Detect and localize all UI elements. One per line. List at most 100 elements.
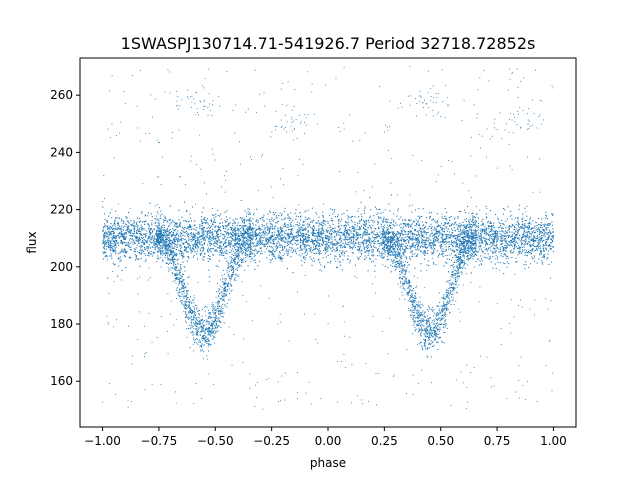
data-point bbox=[522, 235, 524, 237]
data-point bbox=[532, 238, 534, 240]
data-point bbox=[281, 249, 283, 251]
data-point bbox=[217, 238, 220, 240]
data-point bbox=[376, 240, 379, 242]
data-point bbox=[161, 229, 163, 231]
data-point bbox=[479, 243, 481, 245]
data-point bbox=[166, 244, 168, 246]
data-point bbox=[408, 264, 410, 266]
data-point bbox=[326, 230, 329, 232]
data-point bbox=[452, 246, 454, 248]
data-point bbox=[219, 248, 221, 250]
data-point bbox=[215, 242, 218, 244]
data-point bbox=[367, 240, 369, 243]
data-point bbox=[464, 241, 466, 243]
data-point bbox=[424, 226, 427, 228]
data-point bbox=[390, 238, 392, 240]
data-point bbox=[184, 226, 186, 228]
data-point bbox=[223, 248, 225, 250]
data-point bbox=[206, 218, 208, 220]
data-point bbox=[259, 238, 261, 240]
data-point bbox=[195, 235, 197, 237]
data-point bbox=[121, 241, 123, 243]
data-point bbox=[113, 234, 115, 236]
data-point bbox=[120, 240, 122, 242]
data-point bbox=[263, 214, 265, 216]
data-point bbox=[337, 266, 339, 268]
data-point bbox=[310, 241, 312, 243]
data-point bbox=[210, 225, 212, 227]
data-point bbox=[515, 234, 517, 236]
data-point bbox=[520, 226, 522, 228]
data-point bbox=[302, 243, 304, 245]
data-point bbox=[410, 238, 412, 240]
data-point bbox=[176, 246, 178, 248]
data-point bbox=[500, 255, 502, 257]
data-point bbox=[231, 235, 233, 237]
data-point bbox=[219, 222, 221, 224]
data-point bbox=[111, 226, 113, 228]
data-point bbox=[133, 239, 135, 241]
data-point bbox=[131, 224, 133, 226]
data-point bbox=[113, 240, 115, 243]
data-point bbox=[299, 242, 301, 244]
data-point bbox=[162, 235, 165, 237]
data-point bbox=[224, 220, 226, 222]
data-point bbox=[531, 234, 533, 236]
data-point bbox=[416, 237, 419, 239]
data-point bbox=[243, 233, 246, 235]
data-point bbox=[452, 250, 454, 252]
data-point bbox=[196, 243, 198, 245]
data-point bbox=[257, 265, 259, 267]
data-point bbox=[527, 228, 529, 230]
data-point bbox=[199, 235, 201, 237]
data-point bbox=[217, 214, 219, 217]
data-point bbox=[386, 259, 388, 261]
data-point bbox=[140, 232, 142, 234]
data-point bbox=[244, 218, 246, 220]
data-point bbox=[549, 229, 551, 231]
data-point bbox=[548, 232, 550, 234]
data-point bbox=[236, 241, 239, 243]
data-point bbox=[339, 237, 341, 239]
data-point bbox=[269, 223, 271, 225]
data-point bbox=[252, 233, 254, 235]
data-point bbox=[323, 220, 325, 222]
data-point bbox=[522, 249, 524, 251]
data-point bbox=[287, 243, 289, 245]
data-point bbox=[386, 250, 388, 252]
data-point bbox=[461, 244, 463, 246]
data-point bbox=[327, 230, 329, 232]
data-point bbox=[272, 238, 274, 240]
data-point bbox=[389, 251, 391, 253]
data-point bbox=[547, 224, 549, 226]
data-point bbox=[148, 246, 150, 248]
data-point bbox=[381, 226, 383, 228]
data-point bbox=[109, 255, 111, 257]
data-point bbox=[317, 235, 319, 237]
data-point bbox=[302, 235, 305, 237]
data-point bbox=[259, 227, 261, 230]
data-point bbox=[337, 230, 339, 232]
data-point bbox=[152, 251, 154, 253]
data-point bbox=[229, 243, 231, 245]
data-point bbox=[514, 234, 516, 236]
data-point bbox=[428, 225, 430, 227]
data-point bbox=[514, 217, 517, 219]
data-point bbox=[431, 233, 433, 235]
data-point bbox=[238, 243, 240, 245]
data-point bbox=[322, 257, 324, 259]
data-point bbox=[411, 250, 414, 252]
data-point bbox=[464, 231, 466, 233]
data-point bbox=[458, 244, 461, 247]
data-point bbox=[326, 243, 328, 245]
data-point bbox=[242, 234, 244, 236]
data-point bbox=[446, 234, 448, 236]
data-point bbox=[191, 235, 193, 237]
data-point bbox=[248, 239, 250, 241]
data-point bbox=[390, 237, 392, 239]
data-point bbox=[298, 235, 300, 237]
data-point bbox=[199, 226, 201, 228]
data-point bbox=[256, 244, 258, 246]
data-point bbox=[493, 233, 495, 235]
data-point bbox=[219, 247, 221, 249]
